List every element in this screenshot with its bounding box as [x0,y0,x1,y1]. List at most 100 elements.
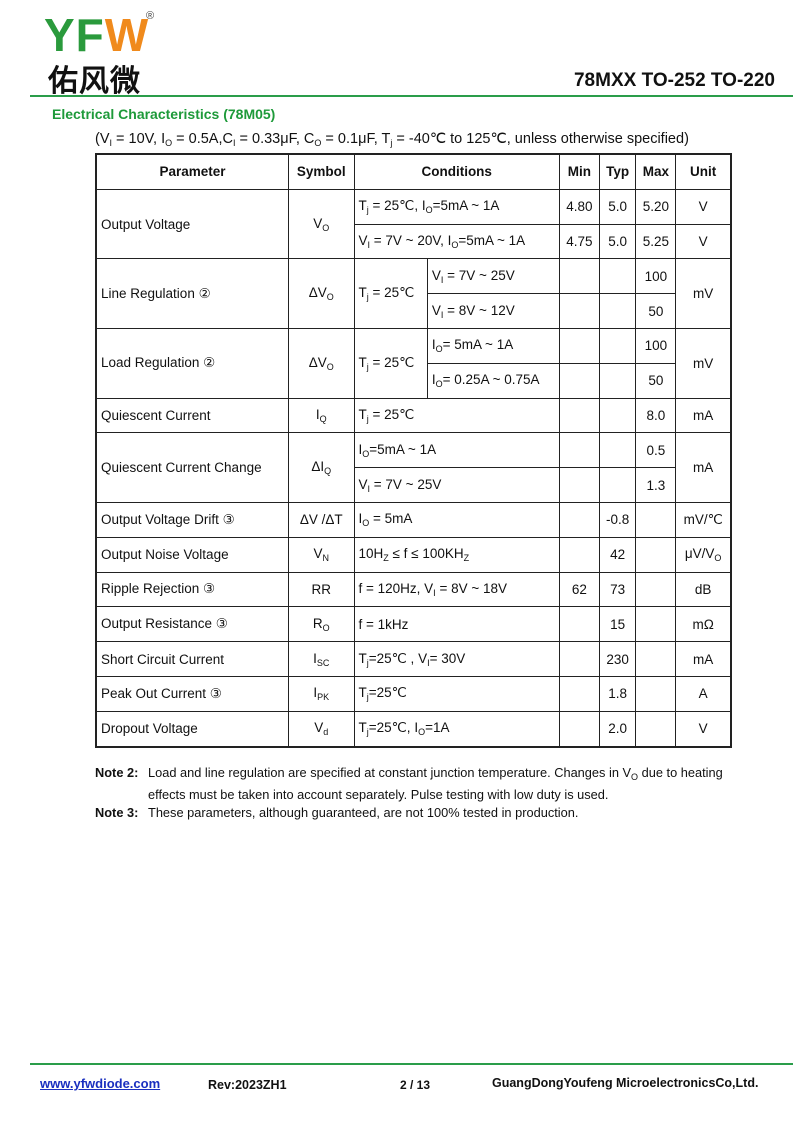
subscript: O [631,772,639,782]
unit: mV [675,258,732,329]
subscript: Q [324,466,332,477]
subscript: I [440,309,444,320]
unit: mΩ [675,606,732,643]
text-run: I [313,685,318,701]
text-run: = 0.25A ~ 0.75A [442,372,540,388]
text-run: =25℃ [368,685,407,701]
typ-value: 5.0 [598,223,637,260]
parameter: Output Voltage Drift ③ [95,501,290,538]
condition: Tj=25℃, IO=1A [353,710,560,748]
unit: V [675,710,732,748]
column-header: Conditions [353,153,560,190]
empty-cell [635,641,677,677]
text-run: T [358,720,367,736]
text-run: I [358,511,363,527]
typ-value: 230 [598,641,637,677]
subscript: j [366,692,369,703]
subscript: j [366,292,369,303]
text-run: V [358,476,368,492]
logo-chinese: 佑风微 [48,65,141,98]
condition: VI = 7V ~ 20V, IO=5mA ~ 1A [353,223,560,260]
subscript: O [435,379,443,390]
condition: VI = 8V ~ 12V [426,293,560,329]
text-run: = 25℃ [368,406,415,422]
test-conditions: (VI = 10V, IO = 0.5A,CI = 0.33μF, CO = 0… [95,131,689,148]
note: Note 2: Load and line regulation are spec… [95,764,735,804]
table-row: Line Regulation ② ΔVO Tj = 25℃ VI = 7V ~ 25… [95,258,732,329]
text-run: I [358,441,363,457]
text-run: = 5mA ~ 1A [442,337,514,353]
text-run: V [431,302,441,318]
subscript: I [232,138,236,148]
subscript: j [366,361,369,372]
condition: Tj = 25℃, IO=5mA ~ 1A [353,188,560,225]
text-run: μV/V [684,546,715,562]
subscript: O [362,448,370,459]
condition: f = 120Hz, VI = 8V ~ 18V [353,571,560,608]
text-run: I [315,406,320,422]
condition: Tj=25℃ [353,675,560,712]
typ-value: -0.8 [598,501,637,538]
max-value: 100 [635,258,677,295]
condition: 10HZ ≤ f ≤ 100KHZ [353,536,560,573]
min-value: 62 [558,571,600,608]
column-header: Unit [675,153,732,190]
table-row: Output Voltage Drift ③ ΔV /ΔT IO = 5mA -0.8… [95,501,732,538]
text-run: T [358,650,367,666]
text-run: ≤ f ≤ 100KH [388,546,464,562]
condition: VI = 7V ~ 25V [353,467,560,503]
symbol: ΔVO [288,327,355,399]
table-row: Ripple Rejection ③ RR f = 120Hz, VI = 8V ~… [95,571,732,608]
text-run: = 0.1μF, T [321,131,391,147]
text-run: = 5mA [369,511,413,527]
table-row: Quiescent Current Change ΔIQ IO=5mA ~ 1A 0.… [95,432,732,503]
table-row: VI = 7V ~ 20V, IO=5mA ~ 1A 4.75 5.0 5.25 V [96,223,732,260]
unit: mV/℃ [675,501,732,538]
text-run: = 30V [429,650,466,666]
company: GuangDongYoufeng MicroelectronicsCo,Ltd. [492,1076,759,1090]
text-run: = 0.33μF, C [235,131,315,147]
text-run: V [314,720,324,736]
table-row: Dropout Voltage Vd Tj=25℃, IO=1A 2.0 V [95,710,732,748]
text-run: =1A [425,720,450,736]
subscript: I [427,657,430,668]
text-run: I [431,337,436,353]
condition: IO = 5mA [353,501,560,538]
text-run: f = 120Hz, V [358,580,434,596]
notes: Note 2: Load and line regulation are spec… [95,764,735,822]
subscript: j [366,727,369,738]
unit: mA [675,432,732,503]
text-run: I [313,650,317,666]
min-value: 4.80 [558,188,600,225]
logo-letters: YF [44,9,105,61]
column-header: Symbol [288,153,355,190]
parameter: Load Regulation ② [95,327,290,399]
empty-cell [558,467,600,503]
text-run: = 25℃, I [368,198,426,214]
subscript: N [322,553,330,564]
text-run: =25℃ , V [368,650,428,666]
empty-cell [635,536,677,573]
symbol: VO [288,188,355,260]
text-run: = 25℃ [368,354,415,370]
text-run: T [358,285,367,301]
spec-table: Parameter Symbol Conditions Min Typ Max Unit Ou… [95,153,732,748]
subscript: j [366,205,369,216]
empty-cell [635,710,677,748]
text-run: Load and line regulation are specified a… [148,765,632,780]
typ-value: 73 [598,571,637,608]
empty-cell [598,327,637,364]
unit: V [675,188,732,225]
note-label: Note 2: [95,765,139,780]
website-link[interactable]: www.yfwdiode.com [40,1076,161,1091]
condition: IO= 0.25A ~ 0.75A [426,362,560,399]
text-run: = 8V ~ 12V [443,302,515,318]
max-value: 50 [635,293,677,329]
subscript: O [451,239,459,250]
table-row: VI = 8V ~ 12V 50 [96,293,731,329]
unit: A [675,675,732,712]
page-number: 2 / 13 [400,1078,431,1092]
text-run: = 7V ~ 20V, I [370,232,452,248]
empty-cell [558,327,600,364]
